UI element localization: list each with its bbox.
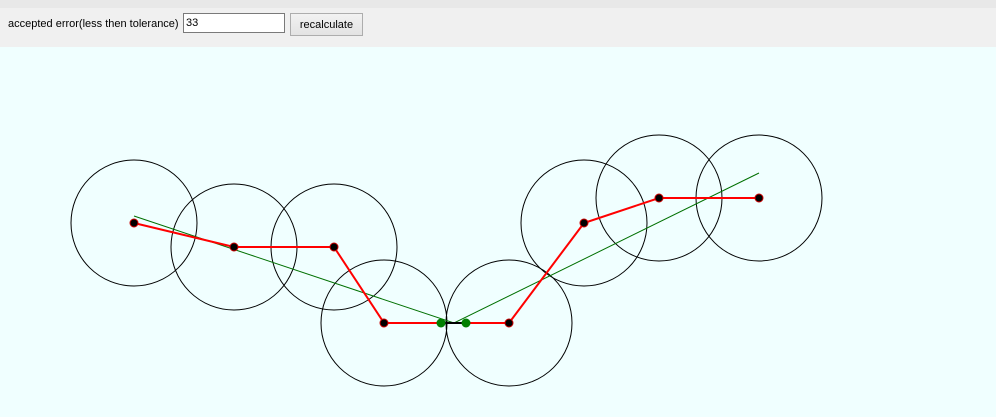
path-simplification-plot [70,134,823,387]
drawing-canvas[interactable] [0,47,996,417]
tolerance-input[interactable] [183,13,285,33]
path-point [379,318,389,328]
simplified-line [133,172,760,324]
path-point [504,318,514,328]
tolerance-circle [520,159,648,287]
path-point [229,242,239,252]
simplified-path [133,172,760,324]
tolerance-label: accepted error(less then tolerance) [8,18,179,30]
path-points [129,193,764,328]
simplified-point [436,318,446,328]
path-point [129,218,139,228]
tolerance-circles [70,134,823,387]
path-point [329,242,339,252]
simplified-point [461,318,471,328]
toolbar: accepted error(less then tolerance) reca… [0,8,996,47]
tolerance-circle [70,159,198,287]
path-point [654,193,664,203]
path-point [579,218,589,228]
path-point [754,193,764,203]
recalculate-button[interactable]: recalculate [290,13,363,36]
simplified-path-points [436,318,471,328]
